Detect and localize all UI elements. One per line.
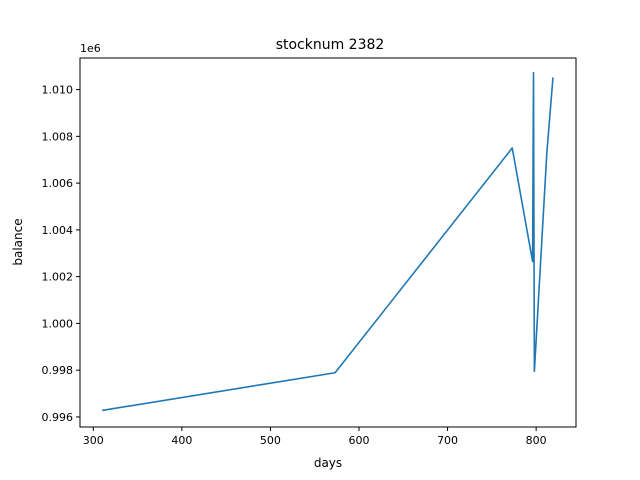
x-tick-label: 400 — [171, 434, 192, 447]
y-tick-label: 1.010 — [42, 84, 74, 97]
x-axis-ticks: 300 400 500 600 700 800 — [83, 427, 547, 447]
plot-series — [102, 71, 554, 412]
y-tick-label: 0.996 — [42, 411, 74, 424]
x-tick-label: 500 — [260, 434, 281, 447]
chart-title: stocknum 2382 — [276, 37, 385, 53]
y-axis-ticks: 0.996 0.998 1.000 1.002 1.004 1.006 1.008 1.010 — [42, 84, 80, 424]
x-axis-label: days — [314, 456, 342, 470]
x-tick-label: 600 — [349, 434, 370, 447]
y-tick-label: 1.002 — [42, 271, 74, 284]
y-tick-label: 1.000 — [42, 317, 74, 330]
y-offset-label: 1e6 — [80, 42, 101, 55]
x-tick-label: 800 — [526, 434, 547, 447]
y-tick-label: 1.008 — [42, 130, 74, 143]
x-tick-label: 700 — [437, 434, 458, 447]
y-axis-label: balance — [11, 218, 25, 265]
y-tick-label: 1.006 — [42, 177, 74, 190]
x-tick-label: 300 — [83, 434, 104, 447]
y-tick-label: 0.998 — [42, 364, 74, 377]
plot-frame — [79, 57, 577, 428]
y-tick-label: 1.004 — [42, 224, 74, 237]
series-line — [102, 71, 554, 412]
